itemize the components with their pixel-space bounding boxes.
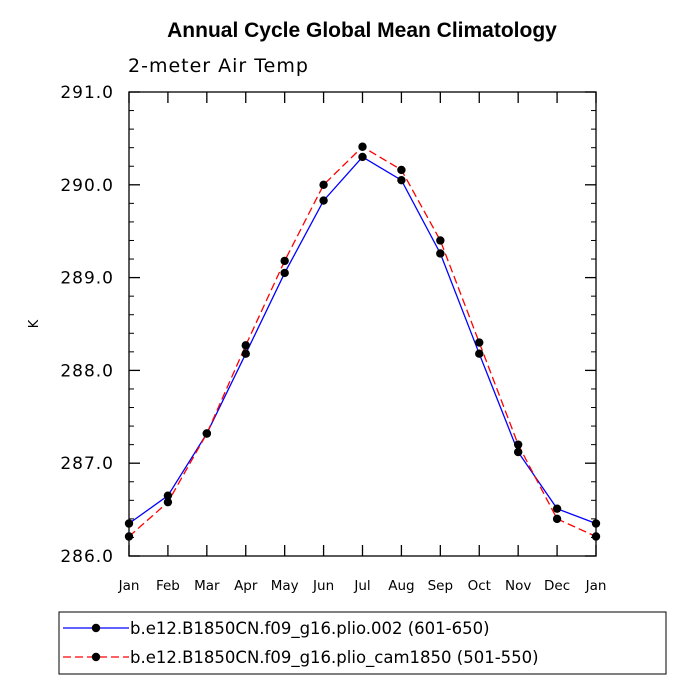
data-point-s1-3 bbox=[241, 349, 250, 358]
data-point-s1-12 bbox=[591, 519, 601, 528]
legend-box bbox=[58, 611, 667, 675]
series-line-1 bbox=[128, 156, 597, 525]
y-tick-label: 291.0 bbox=[60, 83, 114, 103]
series-points bbox=[124, 142, 601, 541]
data-point-s2-12 bbox=[591, 532, 601, 541]
data-point-s1-10 bbox=[513, 447, 523, 457]
x-tick-label: Dec bbox=[544, 578, 570, 594]
y-tick-label: 286.0 bbox=[60, 547, 114, 567]
y-tick-labels: 286.0 287.0 288.0 289.0 290.0 291.0 bbox=[60, 83, 114, 567]
data-point-s1-6 bbox=[358, 152, 367, 162]
x-tick-label: May bbox=[271, 578, 299, 594]
data-point-s2-9 bbox=[475, 338, 484, 347]
x-tick-label: Aug bbox=[388, 578, 414, 594]
data-point-s2-7 bbox=[397, 165, 406, 175]
data-point-s2-2 bbox=[202, 429, 212, 438]
x-tick-label: Mar bbox=[194, 578, 220, 594]
data-point-s1-0 bbox=[124, 519, 134, 528]
y-tick-label: 287.0 bbox=[60, 454, 114, 474]
data-point-s1-5 bbox=[319, 196, 328, 205]
data-point-s2-1 bbox=[163, 497, 173, 507]
axis-ticks bbox=[128, 91, 597, 557]
legend-marker-2 bbox=[91, 652, 101, 662]
x-tick-label: Jan bbox=[585, 578, 607, 594]
y-tick-label: 289.0 bbox=[60, 269, 114, 289]
y-tick-label: 290.0 bbox=[60, 176, 114, 196]
data-point-s2-8 bbox=[436, 236, 445, 245]
data-point-s1-9 bbox=[475, 349, 484, 358]
data-point-s2-0 bbox=[124, 532, 134, 541]
data-point-s1-11 bbox=[552, 504, 562, 513]
data-point-s2-3 bbox=[241, 341, 250, 350]
data-point-s2-10 bbox=[513, 440, 523, 449]
data-point-s1-8 bbox=[436, 249, 445, 258]
x-tick-label: Sep bbox=[428, 578, 453, 594]
plot-frame bbox=[128, 91, 597, 557]
chart-subtitle: 2-meter Air Temp bbox=[128, 55, 309, 77]
data-point-s1-7 bbox=[397, 175, 406, 185]
legend-marker-1 bbox=[91, 623, 101, 633]
x-tick-label: Jan bbox=[118, 578, 140, 594]
x-tick-label: Jul bbox=[353, 578, 370, 594]
x-tick-label: Jun bbox=[312, 578, 334, 594]
y-axis-label: K bbox=[27, 319, 42, 328]
x-tick-label: Nov bbox=[505, 578, 531, 594]
legend-label-2: b.e12.B1850CN.f09_g16.plio_cam1850 (501-… bbox=[130, 648, 539, 668]
data-point-s2-11 bbox=[552, 514, 562, 524]
x-tick-label: Feb bbox=[156, 578, 180, 594]
data-point-s2-5 bbox=[319, 180, 328, 189]
series-lines bbox=[128, 145, 597, 538]
y-tick-label: 288.0 bbox=[60, 361, 114, 381]
series-line-2 bbox=[128, 145, 597, 538]
x-tick-label: Apr bbox=[234, 578, 258, 594]
legend-label-1: b.e12.B1850CN.f09_g16.plio.002 (601-650) bbox=[130, 619, 490, 639]
data-point-s2-6 bbox=[358, 142, 367, 151]
data-point-s1-4 bbox=[280, 268, 289, 278]
chart-title: Annual Cycle Global Mean Climatology bbox=[167, 19, 557, 42]
data-point-s2-4 bbox=[280, 256, 289, 266]
legend: b.e12.B1850CN.f09_g16.plio.002 (601-650)… bbox=[63, 619, 539, 668]
data-point-s1-1 bbox=[163, 491, 173, 500]
x-tick-label: Oct bbox=[468, 578, 491, 594]
x-tick-labels: Jan Feb Mar Apr May Jun Jul Aug Sep Oct Nov Dec Jan bbox=[118, 578, 607, 594]
